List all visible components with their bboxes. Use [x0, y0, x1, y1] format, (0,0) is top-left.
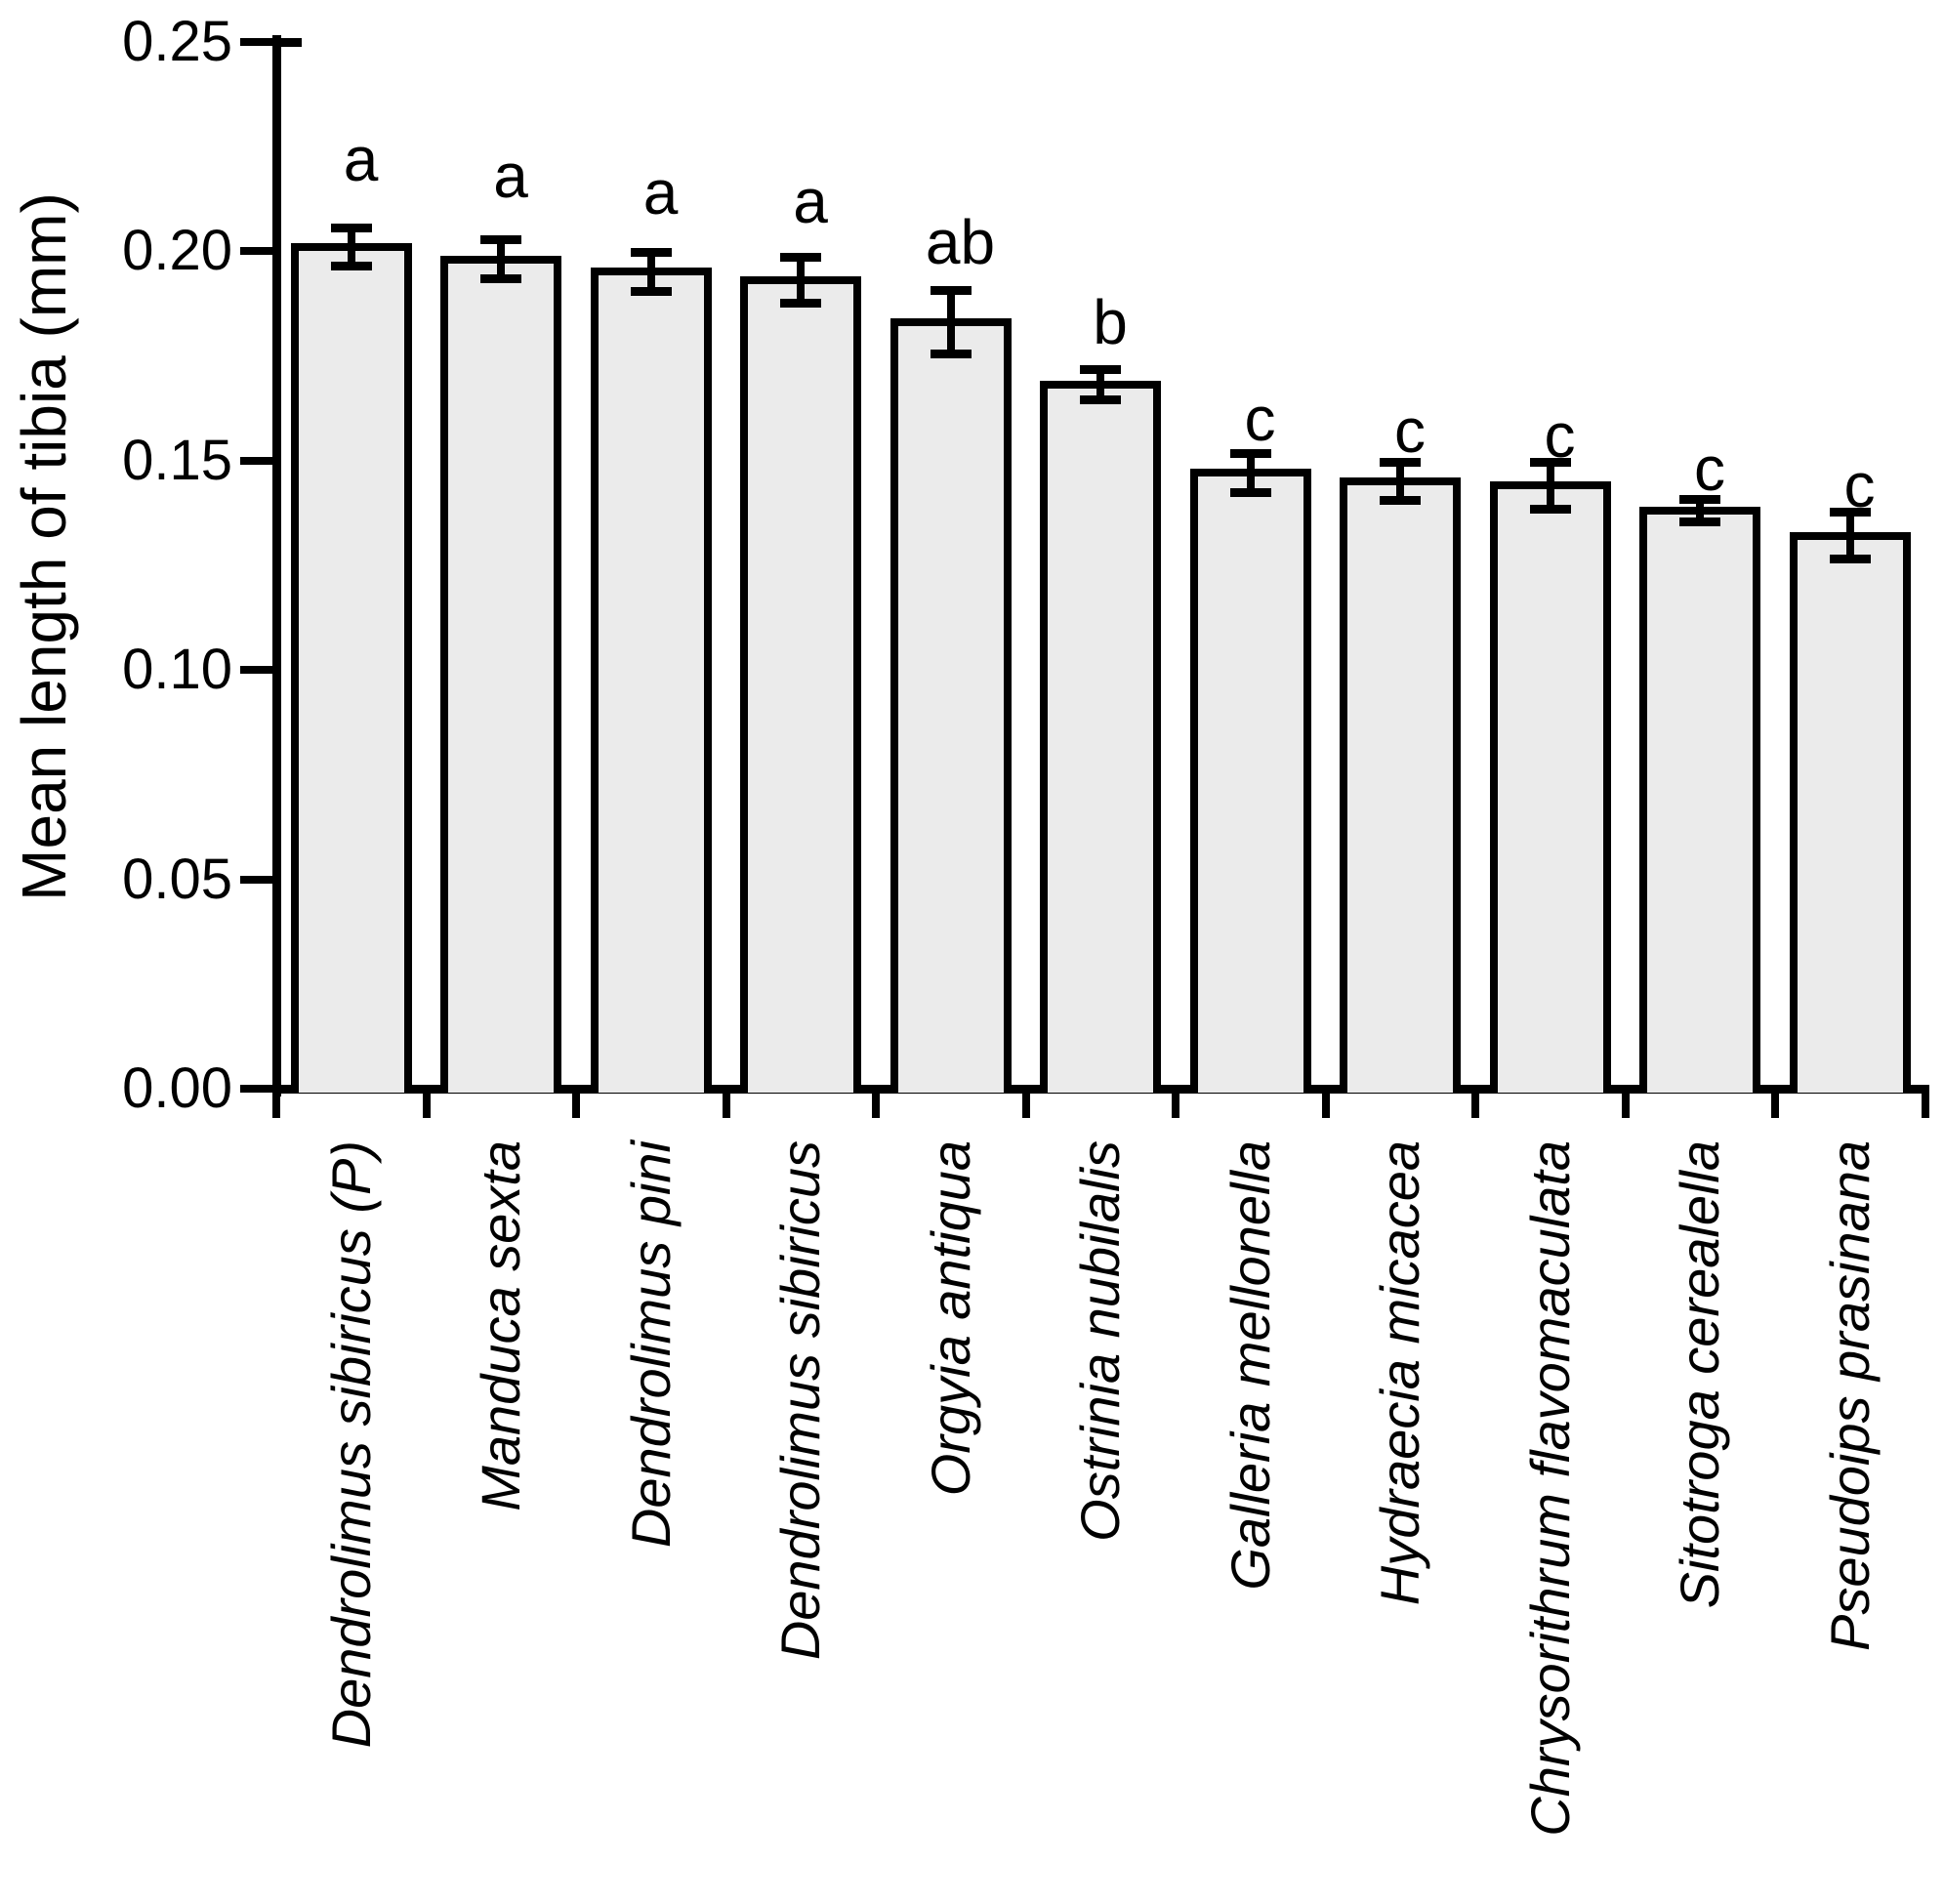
- x-tick: [422, 1089, 431, 1118]
- error-bar-line: [347, 229, 355, 264]
- significance-letter: a: [793, 165, 828, 236]
- bar-2: [440, 255, 561, 1093]
- error-bar-cap-top: [1380, 457, 1421, 467]
- x-category-label: Sitotroga cerealella: [1669, 1140, 1730, 1609]
- significance-letter: ab: [925, 207, 996, 278]
- bar-9: [1489, 481, 1611, 1093]
- x-category-label: Dendrolimus sibiricus: [769, 1140, 831, 1661]
- error-bar-line: [1246, 456, 1255, 490]
- x-category-label: Pseudoips prasinana: [1818, 1140, 1881, 1652]
- error-bar-cap-top: [330, 223, 372, 232]
- significance-letter: a: [642, 156, 679, 228]
- error-bar-cap-bottom: [480, 273, 521, 283]
- error-bar-cap-bottom: [1229, 487, 1271, 497]
- x-tick: [272, 1089, 280, 1118]
- error-bar-line: [1845, 515, 1854, 558]
- significance-letter: b: [1093, 286, 1128, 357]
- y-axis-top-tick: [276, 37, 302, 47]
- error-bar-cap-top: [630, 248, 672, 258]
- bar-7: [1189, 469, 1311, 1093]
- error-bar-line: [497, 242, 505, 276]
- error-bar-cap-top: [1829, 508, 1871, 517]
- y-tick-label: 0.00: [122, 1056, 232, 1120]
- y-tick-label: 0.05: [122, 847, 232, 911]
- y-axis-line: [272, 35, 281, 1097]
- error-bar-line: [1096, 372, 1104, 398]
- x-tick: [1771, 1089, 1779, 1118]
- y-tick: [240, 456, 276, 465]
- error-bar-cap-top: [1529, 457, 1571, 467]
- significance-letter: c: [1244, 383, 1276, 454]
- significance-letter: c: [1694, 434, 1725, 505]
- x-tick: [1321, 1089, 1330, 1118]
- x-tick: [1621, 1089, 1630, 1118]
- y-tick: [240, 247, 276, 255]
- x-category-label: Hydraecia micacea: [1369, 1140, 1430, 1606]
- bar-1: [290, 242, 412, 1093]
- y-tick-label: 0.15: [122, 428, 232, 492]
- y-tick-label: 0.25: [122, 9, 232, 73]
- error-bar-cap-top: [480, 235, 521, 245]
- x-category-label: Orgyia antiqua: [919, 1140, 981, 1497]
- y-tick: [240, 1085, 276, 1093]
- x-tick: [722, 1089, 730, 1118]
- bar-3: [590, 268, 712, 1093]
- x-category-label: Galleria mellonella: [1219, 1140, 1281, 1591]
- error-bar-line: [1396, 464, 1404, 499]
- y-tick-label: 0.20: [122, 219, 232, 282]
- error-bar-cap-top: [1679, 495, 1720, 505]
- error-bar-cap-bottom: [630, 286, 672, 296]
- bar-10: [1639, 506, 1760, 1093]
- significance-letter: c: [1394, 395, 1426, 467]
- error-bar-cap-bottom: [1080, 395, 1121, 405]
- x-category-label: Chrysorithrum flavomaculata: [1518, 1140, 1581, 1837]
- bar-8: [1340, 476, 1461, 1093]
- error-bar-cap-top: [930, 285, 972, 295]
- x-category-label: Dendrolimus pini: [619, 1140, 682, 1549]
- bar-5: [889, 317, 1012, 1093]
- bar-6: [1040, 381, 1161, 1093]
- bar-4: [740, 276, 861, 1093]
- x-tick: [1172, 1089, 1179, 1118]
- significance-letter: a: [343, 123, 379, 194]
- error-bar-cap-bottom: [330, 261, 372, 270]
- error-bar-cap-bottom: [1529, 504, 1571, 514]
- error-bar-cap-bottom: [1679, 517, 1720, 526]
- x-category-label: Dendrolimus sibiricus (P): [319, 1140, 382, 1749]
- x-tick: [872, 1089, 880, 1118]
- significance-letter: c: [1843, 450, 1876, 521]
- y-tick: [240, 666, 276, 674]
- x-tick: [1471, 1089, 1479, 1118]
- error-bar-cap-bottom: [930, 349, 972, 358]
- error-bar-cap-bottom: [1829, 555, 1871, 564]
- y-tick: [240, 37, 276, 46]
- error-bar-line: [797, 259, 805, 302]
- error-bar-cap-top: [1080, 365, 1121, 375]
- error-bar-cap-bottom: [1380, 496, 1421, 506]
- error-bar-cap-top: [780, 252, 821, 262]
- y-axis-title: Mean length of tibia (mm): [9, 192, 79, 901]
- y-tick-label: 0.10: [122, 638, 232, 701]
- error-bar-line: [946, 292, 955, 352]
- x-tick: [1921, 1089, 1929, 1118]
- error-bar-line: [1696, 502, 1704, 519]
- significance-letter: a: [493, 140, 528, 211]
- x-category-label: Ostrinia nubilalis: [1069, 1140, 1131, 1542]
- x-tick: [572, 1089, 580, 1118]
- x-category-label: Manduca sexta: [470, 1140, 531, 1511]
- error-bar-line: [1546, 464, 1554, 507]
- significance-letter: c: [1544, 399, 1576, 471]
- x-tick: [1021, 1089, 1030, 1118]
- error-bar-cap-bottom: [780, 299, 821, 309]
- error-bar-line: [646, 255, 655, 289]
- error-bar-cap-top: [1229, 449, 1271, 459]
- y-tick: [240, 875, 276, 884]
- bar-11: [1789, 531, 1911, 1093]
